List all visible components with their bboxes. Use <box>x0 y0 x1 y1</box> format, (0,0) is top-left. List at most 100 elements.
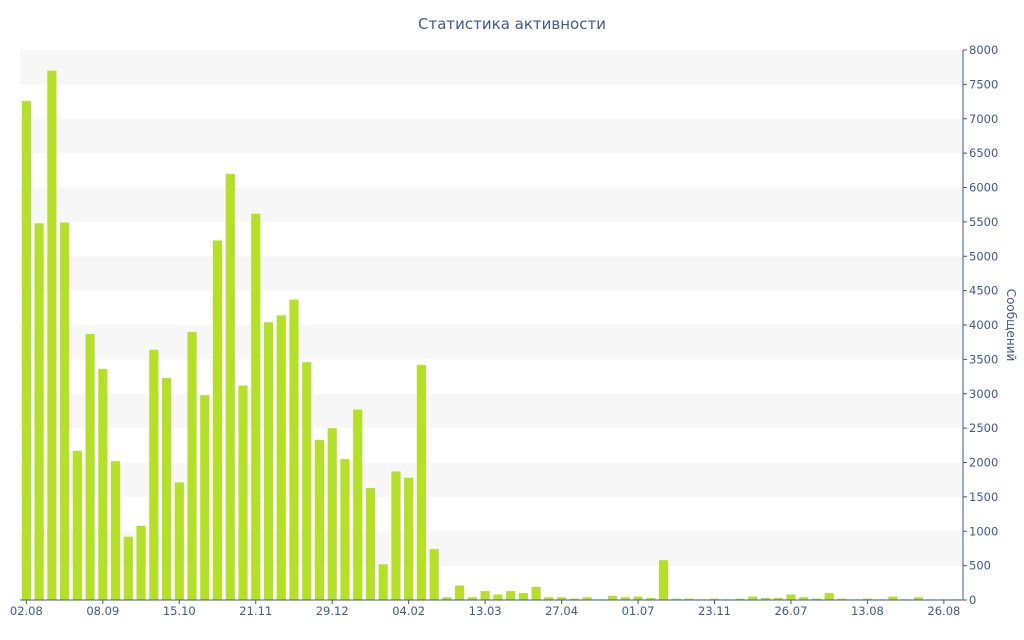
x-tick-label: 01.07 <box>622 604 655 618</box>
bar <box>633 596 643 600</box>
bar <box>748 596 758 600</box>
bar <box>557 597 567 600</box>
bar <box>824 593 834 601</box>
grid-bands <box>20 50 963 566</box>
grid-band <box>20 462 963 497</box>
bar <box>174 482 184 600</box>
bar <box>607 595 618 601</box>
bar <box>531 586 541 600</box>
bar <box>837 598 847 601</box>
grid-band <box>20 50 963 85</box>
bar <box>544 597 554 600</box>
y-tick-label: 4500 <box>969 284 998 298</box>
grid-band <box>20 531 963 566</box>
bar <box>238 385 248 600</box>
bar <box>569 598 579 601</box>
x-tick-label: 26.08 <box>927 604 960 618</box>
bar <box>862 598 873 601</box>
y-tick-label: 5000 <box>969 249 998 263</box>
bar <box>799 597 809 600</box>
y-axis-title: Сообщений <box>1004 289 1018 362</box>
bar <box>98 369 108 600</box>
bar <box>110 461 121 601</box>
y-tick-label: 500 <box>969 559 991 573</box>
bar <box>888 596 898 600</box>
bar <box>34 223 44 600</box>
grid-band <box>20 256 963 291</box>
y-tick-label: 3000 <box>969 387 998 401</box>
bar <box>506 591 516 600</box>
bars <box>21 70 962 601</box>
x-tick-label: 27.04 <box>545 604 578 618</box>
bar <box>263 322 274 600</box>
y-tick-label: 0 <box>969 593 976 607</box>
bar <box>302 362 312 601</box>
bar <box>289 299 299 600</box>
bar <box>21 100 31 601</box>
x-tick-label: 02.08 <box>10 604 43 618</box>
bar <box>161 377 172 600</box>
grid-band <box>20 393 963 429</box>
x-tick-label: 13.08 <box>851 604 884 618</box>
bar <box>404 477 414 601</box>
bar <box>136 525 146 600</box>
bar <box>314 439 325 600</box>
bar <box>671 598 681 601</box>
x-tick-label: 21.11 <box>239 604 272 618</box>
x-tick-label: 13.03 <box>469 604 502 618</box>
bar <box>455 585 465 600</box>
bar <box>582 597 592 600</box>
bar <box>378 564 388 600</box>
x-axis: 02.08 08.09 15.10 21.11 29.12 04.02 13.03 27.04… <box>10 599 963 618</box>
bar <box>913 597 923 600</box>
bar <box>251 213 261 601</box>
y-tick-label: 7500 <box>969 77 998 91</box>
bar <box>493 594 503 600</box>
bar <box>365 487 376 600</box>
bar <box>416 364 426 601</box>
y-tick-label: 7000 <box>969 112 998 126</box>
bar <box>620 597 630 600</box>
bar <box>429 549 439 601</box>
bar <box>786 594 796 600</box>
x-tick-label: 26.07 <box>774 604 807 618</box>
bar <box>480 591 490 600</box>
bar <box>684 598 694 601</box>
bar <box>72 450 82 600</box>
y-tick-label: 8000 <box>969 43 998 57</box>
bar <box>276 315 286 601</box>
bar <box>47 70 57 601</box>
chart-title: Статистика активности <box>418 15 606 33</box>
bar <box>149 349 159 600</box>
y-tick-label: 2000 <box>969 456 998 470</box>
x-tick-label: 29.12 <box>316 604 349 618</box>
bar <box>467 597 477 600</box>
y-tick-label: 1500 <box>969 490 998 504</box>
bar <box>123 536 133 600</box>
bar <box>200 395 210 601</box>
bar <box>60 222 70 600</box>
bar <box>391 471 401 600</box>
bar <box>811 598 822 601</box>
bar <box>187 331 197 601</box>
bar <box>340 459 350 600</box>
bar <box>646 597 656 600</box>
x-tick-label: 08.09 <box>86 604 119 618</box>
x-tick-label: 15.10 <box>163 604 196 618</box>
y-tick-label: 4000 <box>969 318 998 332</box>
y-tick-label: 1000 <box>969 524 998 538</box>
bar <box>353 409 363 600</box>
bar <box>773 597 783 600</box>
y-axis: 0 500 1000 1500 2000 2500 3000 3500 4000 4500 5000… <box>962 43 998 607</box>
bar <box>85 333 95 600</box>
bar <box>442 597 452 600</box>
y-tick-label: 5500 <box>969 215 998 229</box>
y-tick-label: 2500 <box>969 421 998 435</box>
bar <box>709 598 720 601</box>
bar <box>658 560 669 601</box>
y-tick-label: 3500 <box>969 352 998 366</box>
bar <box>212 240 223 600</box>
x-tick-label: 04.02 <box>392 604 425 618</box>
bar <box>735 598 745 601</box>
